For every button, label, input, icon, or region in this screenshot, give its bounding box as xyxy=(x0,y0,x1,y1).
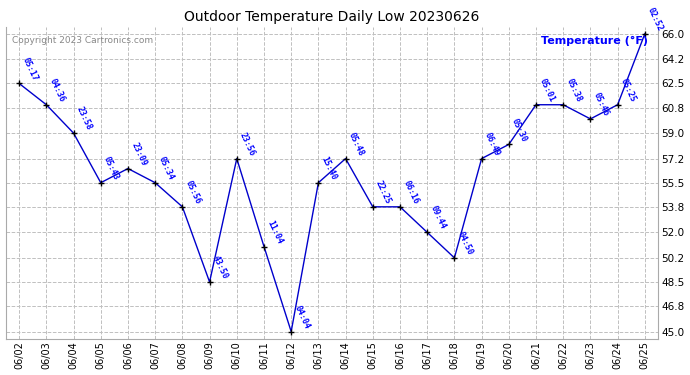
Text: Copyright 2023 Cartronics.com: Copyright 2023 Cartronics.com xyxy=(12,36,153,45)
Text: 02:52: 02:52 xyxy=(646,6,665,33)
Text: 05:01: 05:01 xyxy=(538,77,556,104)
Text: 06:16: 06:16 xyxy=(402,179,420,206)
Text: 05:17: 05:17 xyxy=(21,56,39,82)
Text: 22:25: 22:25 xyxy=(374,179,393,206)
Text: 05:46: 05:46 xyxy=(592,91,611,117)
Text: 04:36: 04:36 xyxy=(48,77,66,104)
Text: 04:50: 04:50 xyxy=(456,230,475,256)
Text: 05:56: 05:56 xyxy=(184,179,202,206)
Text: 11:04: 11:04 xyxy=(266,219,284,245)
Text: 05:30: 05:30 xyxy=(510,117,529,143)
Text: 05:48: 05:48 xyxy=(347,131,366,157)
Text: 04:04: 04:04 xyxy=(293,304,311,330)
Text: 23:56: 23:56 xyxy=(238,131,257,157)
Text: Temperature (°F): Temperature (°F) xyxy=(541,36,648,46)
Text: 05:34: 05:34 xyxy=(157,155,175,181)
Text: 23:09: 23:09 xyxy=(129,141,148,167)
Text: 09:44: 09:44 xyxy=(428,204,447,231)
Text: 15:40: 15:40 xyxy=(319,155,339,181)
Text: 05:38: 05:38 xyxy=(564,77,583,104)
Text: 23:58: 23:58 xyxy=(75,105,94,132)
Text: 06:49: 06:49 xyxy=(483,131,502,157)
Text: 43:50: 43:50 xyxy=(211,254,230,280)
Text: 05:43: 05:43 xyxy=(102,155,121,181)
Title: Outdoor Temperature Daily Low 20230626: Outdoor Temperature Daily Low 20230626 xyxy=(184,10,480,24)
Text: 05:25: 05:25 xyxy=(619,77,638,104)
